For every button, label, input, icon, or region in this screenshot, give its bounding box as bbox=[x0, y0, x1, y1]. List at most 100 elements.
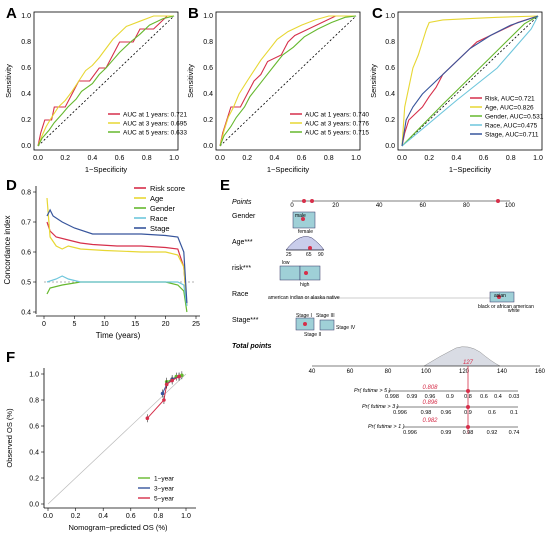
roc-curve-1 bbox=[219, 15, 356, 147]
calibration-point bbox=[170, 378, 174, 383]
prob-tick: 0.96 bbox=[425, 394, 436, 400]
x-tick-labels: 0.0 0.2 0.4 0.6 0.8 1.0 bbox=[397, 155, 543, 162]
x-tick: 0.4 bbox=[88, 155, 98, 162]
age-marker bbox=[308, 246, 312, 250]
risk-box-low bbox=[279, 265, 301, 281]
y-tick: 1.0 bbox=[203, 13, 213, 20]
diagonal-reference bbox=[37, 15, 175, 147]
y-tick: 0.6 bbox=[385, 65, 395, 72]
x-axis-label: 1−Specificity bbox=[85, 165, 128, 174]
concordance-curve-4 bbox=[46, 275, 188, 307]
prob-tick: 0.4 bbox=[494, 394, 502, 400]
y-tick-label: 0.6 bbox=[21, 250, 31, 257]
row-label-points: Points bbox=[232, 199, 252, 206]
panel-letter-c: C bbox=[372, 5, 383, 22]
race-box bbox=[489, 291, 515, 303]
plot-frame bbox=[33, 11, 179, 151]
legend: Risk, AUC=0.721 Age, AUC=0.826 Gender, AUC… bbox=[470, 96, 544, 139]
y-tick: 0.4 bbox=[21, 91, 31, 98]
nomogram-panel-e: Points Gender Age*** risk*** Race Stage*… bbox=[232, 199, 546, 436]
total-tick: 60 bbox=[347, 369, 354, 375]
prob-value: 0.982 bbox=[422, 418, 438, 424]
prob-row-5: 0.808 Pr( futime > 5 ) 0.998 0.99 0.96 0… bbox=[354, 385, 519, 400]
x-tick: 0.0 bbox=[215, 155, 225, 162]
x-axis-label: Nomogram−predicted OS (%) bbox=[69, 523, 168, 532]
concordance-panel-d: 0 5 10 15 20 25 0.4 0.5 0.6 0.7 0.8 Time (years) C… bbox=[3, 184, 200, 340]
legend-label: 1−year bbox=[154, 476, 175, 483]
legend: 1−year 3−year 5−year bbox=[138, 476, 175, 503]
x-tick-labels: 0.0 0.2 0.4 0.6 0.8 1.0 bbox=[215, 155, 361, 162]
x-tick: 0.8 bbox=[324, 155, 334, 162]
diagonal-reference bbox=[219, 15, 357, 147]
points-tick: 60 bbox=[419, 203, 426, 209]
x-tick-label: 25 bbox=[192, 321, 200, 328]
roc-lines bbox=[37, 15, 175, 147]
x-tick-label: 5 bbox=[72, 321, 76, 328]
concordance-lines bbox=[44, 197, 196, 313]
legend-label: AUC at 5 years: 0.715 bbox=[305, 130, 369, 137]
age-tick: 90 bbox=[318, 252, 324, 258]
prob-tick: 0.99 bbox=[441, 430, 452, 436]
concordance-curve-3 bbox=[46, 281, 188, 313]
points-marker bbox=[302, 199, 306, 203]
prob-tick: 0.996 bbox=[393, 410, 407, 416]
y-tick-label: 0.8 bbox=[21, 190, 31, 197]
total-value: 127 bbox=[463, 360, 474, 366]
points-marker bbox=[310, 199, 314, 203]
roc-curve-3 bbox=[219, 15, 357, 147]
y-tick-label: 0.2 bbox=[29, 476, 39, 483]
prob-tick: 0.74 bbox=[509, 430, 520, 436]
y-tick: 1.0 bbox=[21, 13, 31, 20]
prob-tick: 0.6 bbox=[480, 394, 488, 400]
y-tick: 0.0 bbox=[203, 143, 213, 150]
legend-label: 3−year bbox=[154, 486, 175, 493]
y-tick: 0.8 bbox=[385, 39, 395, 46]
panel-letter-d: D bbox=[6, 177, 17, 194]
prob-tick: 0.996 bbox=[403, 430, 417, 436]
y-tick: 0.8 bbox=[21, 39, 31, 46]
x-tick-label: 10 bbox=[101, 321, 109, 328]
roc-curve-2 bbox=[219, 15, 356, 147]
roc-curve-4 bbox=[401, 15, 539, 147]
prob-row-3: 0.896 Pr( futime > 3 ) 0.996 0.98 0.96 0… bbox=[362, 400, 518, 416]
legend-label: Age, AUC=0.826 bbox=[485, 105, 534, 112]
axis-ticks: 0 5 10 15 20 25 0.4 0.5 0.6 0.7 0.8 bbox=[21, 190, 200, 329]
y-tick: 0.2 bbox=[21, 117, 31, 124]
legend-label: AUC at 1 years: 0.721 bbox=[123, 112, 187, 119]
prob-tick: 0.98 bbox=[463, 430, 474, 436]
calibration-point bbox=[160, 391, 165, 396]
x-tick-label: 0 bbox=[42, 321, 46, 328]
x-tick-label: 1.0 bbox=[181, 513, 191, 520]
x-tick: 0.2 bbox=[424, 155, 434, 162]
x-tick: 0.6 bbox=[115, 155, 125, 162]
roc-panel-a: 0.0 0.2 0.4 0.6 0.8 1.0 0.0 0.2 0.4 0.6 … bbox=[4, 11, 187, 174]
calibration-line-3 bbox=[147, 376, 180, 419]
legend-label: Stage, AUC=0.711 bbox=[485, 132, 539, 139]
panel-letter-a: A bbox=[6, 5, 17, 22]
prob-marker bbox=[466, 389, 470, 393]
roc-curve-5 bbox=[401, 15, 539, 147]
prob-tick: 0.998 bbox=[385, 394, 399, 400]
race-white-label: white bbox=[508, 308, 520, 314]
legend-label: Race bbox=[150, 214, 168, 223]
prob-tick: 0.9 bbox=[446, 394, 454, 400]
row-label-total-points: Total points bbox=[232, 343, 272, 350]
prob-label: Pr( futime > 3 ) bbox=[362, 404, 399, 410]
roc-curve-2 bbox=[37, 15, 174, 147]
y-tick-label: 0.4 bbox=[21, 310, 31, 317]
y-axis-label: Sensitivity bbox=[186, 64, 195, 98]
total-tick: 160 bbox=[535, 369, 546, 375]
panel-letter-e: E bbox=[220, 177, 230, 194]
age-tick: 65 bbox=[306, 252, 312, 258]
x-tick-label: 0.0 bbox=[43, 513, 53, 520]
x-tick-label: 0.6 bbox=[126, 513, 136, 520]
y-tick-labels: 0.0 0.2 0.4 0.6 0.8 1.0 bbox=[21, 13, 31, 150]
legend: AUC at 1 years: 0.721 AUC at 3 years: 0.6… bbox=[108, 112, 187, 137]
legend-label: AUC at 3 years: 0.776 bbox=[305, 121, 369, 128]
x-tick: 1.0 bbox=[533, 155, 543, 162]
y-tick-label: 0.5 bbox=[21, 280, 31, 287]
legend-label: AUC at 3 years: 0.695 bbox=[123, 121, 187, 128]
legend-label: Race, AUC=0.475 bbox=[485, 123, 538, 130]
gender-marker bbox=[301, 217, 305, 221]
